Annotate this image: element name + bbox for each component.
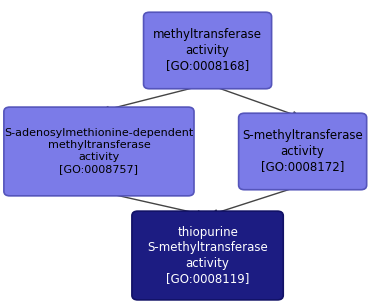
FancyBboxPatch shape xyxy=(239,113,367,190)
Text: thiopurine
S-methyltransferase
activity
[GO:0008119]: thiopurine S-methyltransferase activity … xyxy=(147,226,268,285)
FancyBboxPatch shape xyxy=(132,211,283,300)
FancyBboxPatch shape xyxy=(144,12,272,89)
Text: S-methyltransferase
activity
[GO:0008172]: S-methyltransferase activity [GO:0008172… xyxy=(242,129,363,174)
Text: S-adenosylmethionine-dependent
methyltransferase
activity
[GO:0008757]: S-adenosylmethionine-dependent methyltra… xyxy=(4,129,194,174)
FancyBboxPatch shape xyxy=(4,107,194,196)
Text: methyltransferase
activity
[GO:0008168]: methyltransferase activity [GO:0008168] xyxy=(153,28,262,73)
